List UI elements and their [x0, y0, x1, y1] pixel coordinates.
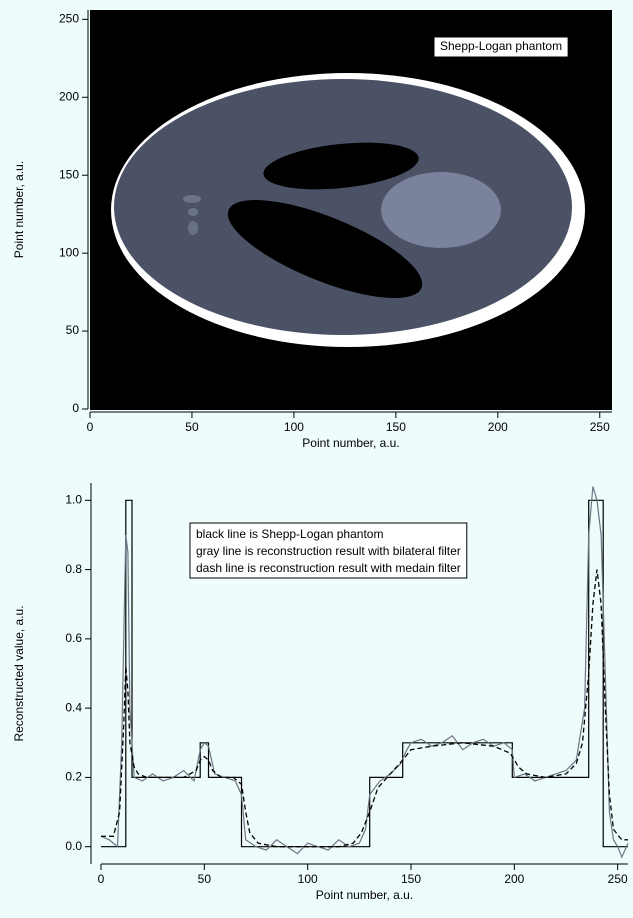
- x-tick-label: 100: [284, 420, 304, 434]
- x-tick-label: 100: [298, 872, 318, 886]
- x-tick-label: 200: [504, 872, 524, 886]
- y-tick-label: 150: [59, 167, 79, 181]
- x-tick-label: 50: [185, 420, 199, 434]
- x-tick-label: 200: [488, 420, 508, 434]
- y-tick-label: 0.2: [65, 770, 82, 784]
- legend-entry: gray line is reconstruction result with …: [196, 544, 461, 558]
- y-tick-label: 0.6: [65, 631, 82, 645]
- y-tick-label: 250: [59, 12, 79, 26]
- x-axis-title: Point number, a.u.: [302, 436, 399, 450]
- phantom-image: [90, 10, 612, 410]
- small-region: [183, 195, 201, 203]
- y-tick-label: 0.0: [65, 839, 82, 853]
- light-region: [381, 172, 501, 248]
- y-tick-label: 0.8: [65, 562, 82, 576]
- y-axis-title: Reconstructed value, a.u.: [12, 605, 26, 741]
- x-tick-label: 150: [401, 872, 421, 886]
- small-region: [188, 208, 198, 216]
- y-tick-label: 1.0: [65, 492, 82, 506]
- x-tick-label: 150: [386, 420, 406, 434]
- x-tick-label: 250: [608, 872, 628, 886]
- legend-entry: dash line is reconstruction result with …: [196, 561, 461, 575]
- legend-entry: black line is Shepp-Logan phantom: [196, 527, 383, 541]
- y-axis-title: Point number, a.u.: [12, 161, 26, 258]
- page: 0 50 100 150 200 250 0 50 100 150 200 250 Point numb…: [0, 0, 633, 918]
- y-tick-label: 0: [72, 401, 79, 415]
- y-tick-label: 100: [59, 245, 79, 259]
- annotation: Shepp-Logan phantom: [440, 39, 562, 53]
- y-tick-label: 200: [59, 89, 79, 103]
- x-axis-title: Point number, a.u.: [316, 888, 413, 902]
- x-tick-label: 50: [198, 872, 212, 886]
- x-tick-label: 0: [98, 872, 105, 886]
- small-region: [188, 221, 198, 235]
- y-tick-label: 0.4: [65, 700, 82, 714]
- x-tick-label: 250: [590, 420, 610, 434]
- brain: [114, 79, 572, 335]
- figure: 0 50 100 150 200 250 0 50 100 150 200 250 Point numb…: [0, 0, 633, 918]
- y-tick-label: 50: [66, 323, 80, 337]
- x-tick-label: 0: [87, 420, 94, 434]
